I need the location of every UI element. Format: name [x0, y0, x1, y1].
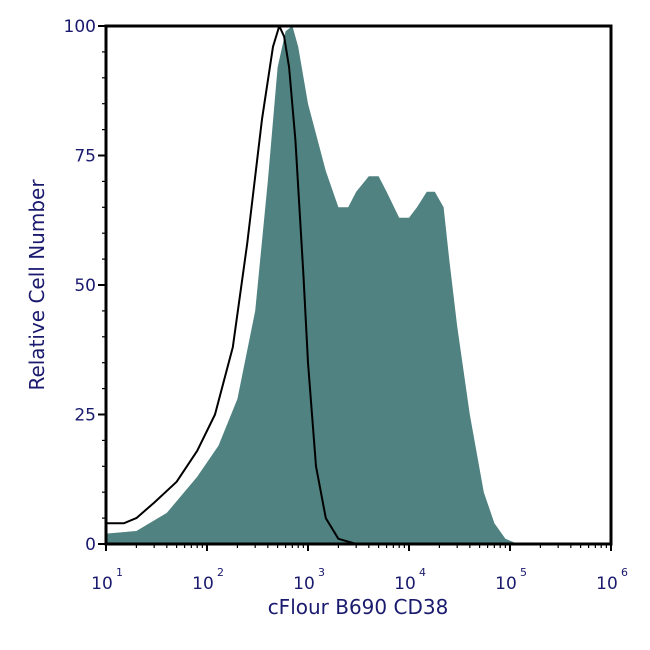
x-tick-exponent: 5 — [520, 566, 527, 579]
y-axis-title: Relative Cell Number — [25, 179, 49, 391]
x-tick-label: 10 — [495, 574, 517, 594]
x-axis-title: cFlour B690 CD38 — [268, 595, 449, 619]
y-tick-label: 50 — [74, 276, 96, 296]
x-tick-exponent: 1 — [116, 566, 123, 579]
y-tick-label: 0 — [85, 535, 96, 555]
y-tick-label: 100 — [64, 17, 96, 37]
x-tick-exponent: 2 — [217, 566, 224, 579]
x-tick-label: 10 — [394, 574, 416, 594]
x-tick-label: 10 — [293, 574, 315, 594]
series-area-0 — [106, 26, 611, 544]
series-line-1 — [106, 25, 611, 545]
x-tick-exponent: 3 — [318, 566, 325, 579]
x-tick-exponent: 6 — [621, 566, 628, 579]
x-tick-label: 10 — [596, 574, 618, 594]
plot-frame — [104, 24, 613, 546]
x-tick-label: 10 — [192, 574, 214, 594]
y-tick-label: 75 — [74, 147, 96, 167]
y-tick-label: 25 — [74, 406, 96, 426]
stained-series-area — [106, 26, 611, 544]
isotype-series-line — [106, 25, 611, 545]
x-tick-exponent: 4 — [419, 566, 426, 579]
x-tick-label: 10 — [91, 574, 113, 594]
